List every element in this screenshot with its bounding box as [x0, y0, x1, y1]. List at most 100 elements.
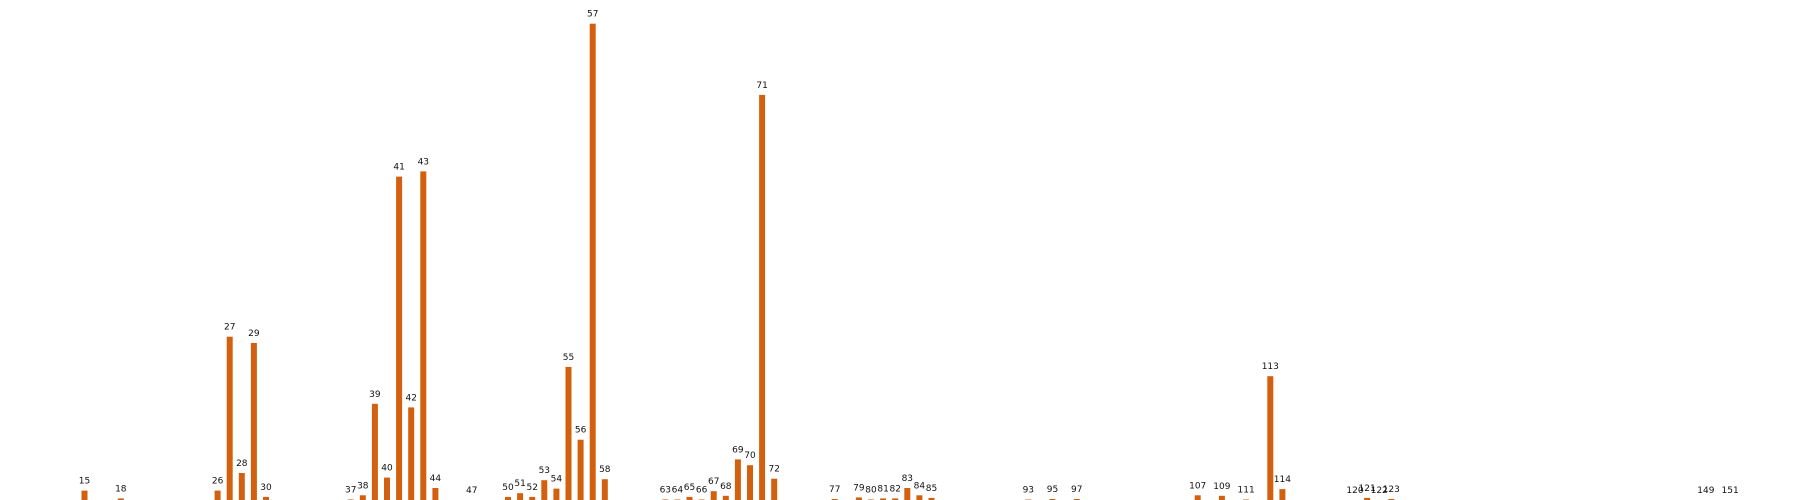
bar-85	[928, 497, 935, 500]
bar-label-63: 63	[660, 486, 671, 496]
bar-label-69: 69	[732, 445, 744, 455]
bar-label-27: 27	[224, 323, 235, 333]
bar-label-55: 55	[563, 353, 574, 363]
bar-label-71: 71	[756, 81, 767, 91]
bar-79	[855, 497, 862, 500]
bar-28	[238, 473, 245, 500]
bar-label-107: 107	[1189, 481, 1206, 491]
bar-label-39: 39	[369, 390, 381, 400]
bar-label-123: 123	[1383, 485, 1400, 495]
bar-label-93: 93	[1023, 486, 1034, 496]
bar-label-37: 37	[345, 486, 356, 496]
bar-label-65: 65	[684, 483, 695, 493]
bar-53	[541, 480, 548, 500]
bar-41	[396, 176, 403, 500]
bar-81	[880, 498, 887, 500]
bar-label-43: 43	[418, 157, 429, 167]
bar-70	[747, 465, 753, 500]
bar-121	[1364, 497, 1371, 500]
bar-label-81: 81	[877, 484, 888, 494]
bar-label-113: 113	[1262, 362, 1279, 372]
bar-52	[529, 496, 536, 500]
bar-50	[505, 496, 511, 500]
bar-18	[117, 498, 124, 500]
bar-label-83: 83	[902, 474, 913, 484]
bar-39	[371, 403, 378, 500]
bar-113	[1267, 376, 1274, 500]
bar-label-64: 64	[672, 486, 684, 496]
bar-label-120: 120	[1346, 486, 1363, 496]
bar-107	[1194, 495, 1201, 500]
bar-72	[771, 478, 778, 500]
bar-58	[601, 479, 608, 500]
bar-label-109: 109	[1213, 482, 1230, 492]
bar-label-28: 28	[236, 459, 248, 469]
bar-label-51: 51	[514, 479, 525, 489]
bar-82	[892, 498, 899, 500]
bar-label-53: 53	[539, 466, 550, 476]
bar-26	[214, 490, 221, 500]
bar-29	[250, 343, 257, 500]
bar-label-70: 70	[744, 451, 756, 461]
bar-label-18: 18	[115, 484, 127, 494]
bar-label-56: 56	[575, 426, 587, 436]
bar-40	[384, 477, 390, 500]
bar-label-29: 29	[248, 329, 260, 339]
bar-114	[1279, 489, 1286, 500]
bar-label-121: 121	[1359, 484, 1376, 494]
bar-label-114: 114	[1274, 475, 1291, 485]
bar-43	[420, 171, 427, 500]
bar-label-40: 40	[381, 464, 393, 474]
bar-label-58: 58	[599, 465, 611, 475]
bar-label-41: 41	[393, 163, 404, 173]
bar-42	[408, 407, 415, 500]
bar-84	[916, 495, 923, 500]
bar-label-82: 82	[889, 484, 900, 494]
bar-label-84: 84	[914, 481, 926, 491]
bar-label-85: 85	[926, 484, 937, 494]
bar-label-72: 72	[768, 465, 779, 475]
bar-55	[565, 366, 572, 500]
bar-38	[359, 495, 366, 500]
bar-label-77: 77	[829, 485, 840, 495]
bar-54	[553, 488, 560, 500]
bar-label-80: 80	[865, 486, 877, 496]
bar-label-79: 79	[853, 483, 865, 493]
bar-51	[517, 493, 524, 500]
bar-57	[589, 23, 596, 500]
bar-label-97: 97	[1071, 485, 1082, 495]
bars-group	[81, 23, 1395, 500]
bar-44	[432, 488, 439, 500]
bar-label-149: 149	[1697, 486, 1714, 496]
bar-label-111: 111	[1238, 486, 1255, 496]
bar-65	[686, 496, 693, 500]
bar-67	[710, 491, 717, 500]
bar-30	[263, 496, 269, 500]
bar-label-47: 47	[466, 486, 477, 496]
bar-27	[226, 336, 233, 500]
bar-label-42: 42	[405, 393, 416, 403]
bar-label-50: 50	[502, 483, 514, 493]
bar-71	[759, 94, 766, 500]
bar-label-15: 15	[79, 477, 90, 487]
bar-label-151: 151	[1722, 486, 1739, 496]
bar-label-122: 122	[1371, 486, 1388, 496]
bar-label-26: 26	[212, 477, 224, 487]
bar-label-54: 54	[551, 475, 563, 485]
bar-56	[577, 439, 584, 500]
bar-label-68: 68	[720, 482, 732, 492]
bar-label-38: 38	[357, 481, 369, 491]
bar-label-95: 95	[1047, 485, 1058, 495]
bar-label-57: 57	[587, 10, 598, 20]
bar-label-44: 44	[430, 474, 442, 484]
bar-83	[904, 488, 911, 500]
bar-15	[81, 490, 88, 500]
bar-label-52: 52	[526, 483, 537, 493]
bar-109	[1218, 495, 1225, 500]
bar-68	[722, 495, 729, 500]
bar-69	[734, 459, 741, 500]
bar-label-66: 66	[696, 486, 708, 496]
labels-group: 15 18 26 27 28 29 30 37 38 39 40 41 42 43 44 47 50 51 5253…	[79, 10, 1739, 496]
bar-label-30: 30	[260, 483, 272, 493]
